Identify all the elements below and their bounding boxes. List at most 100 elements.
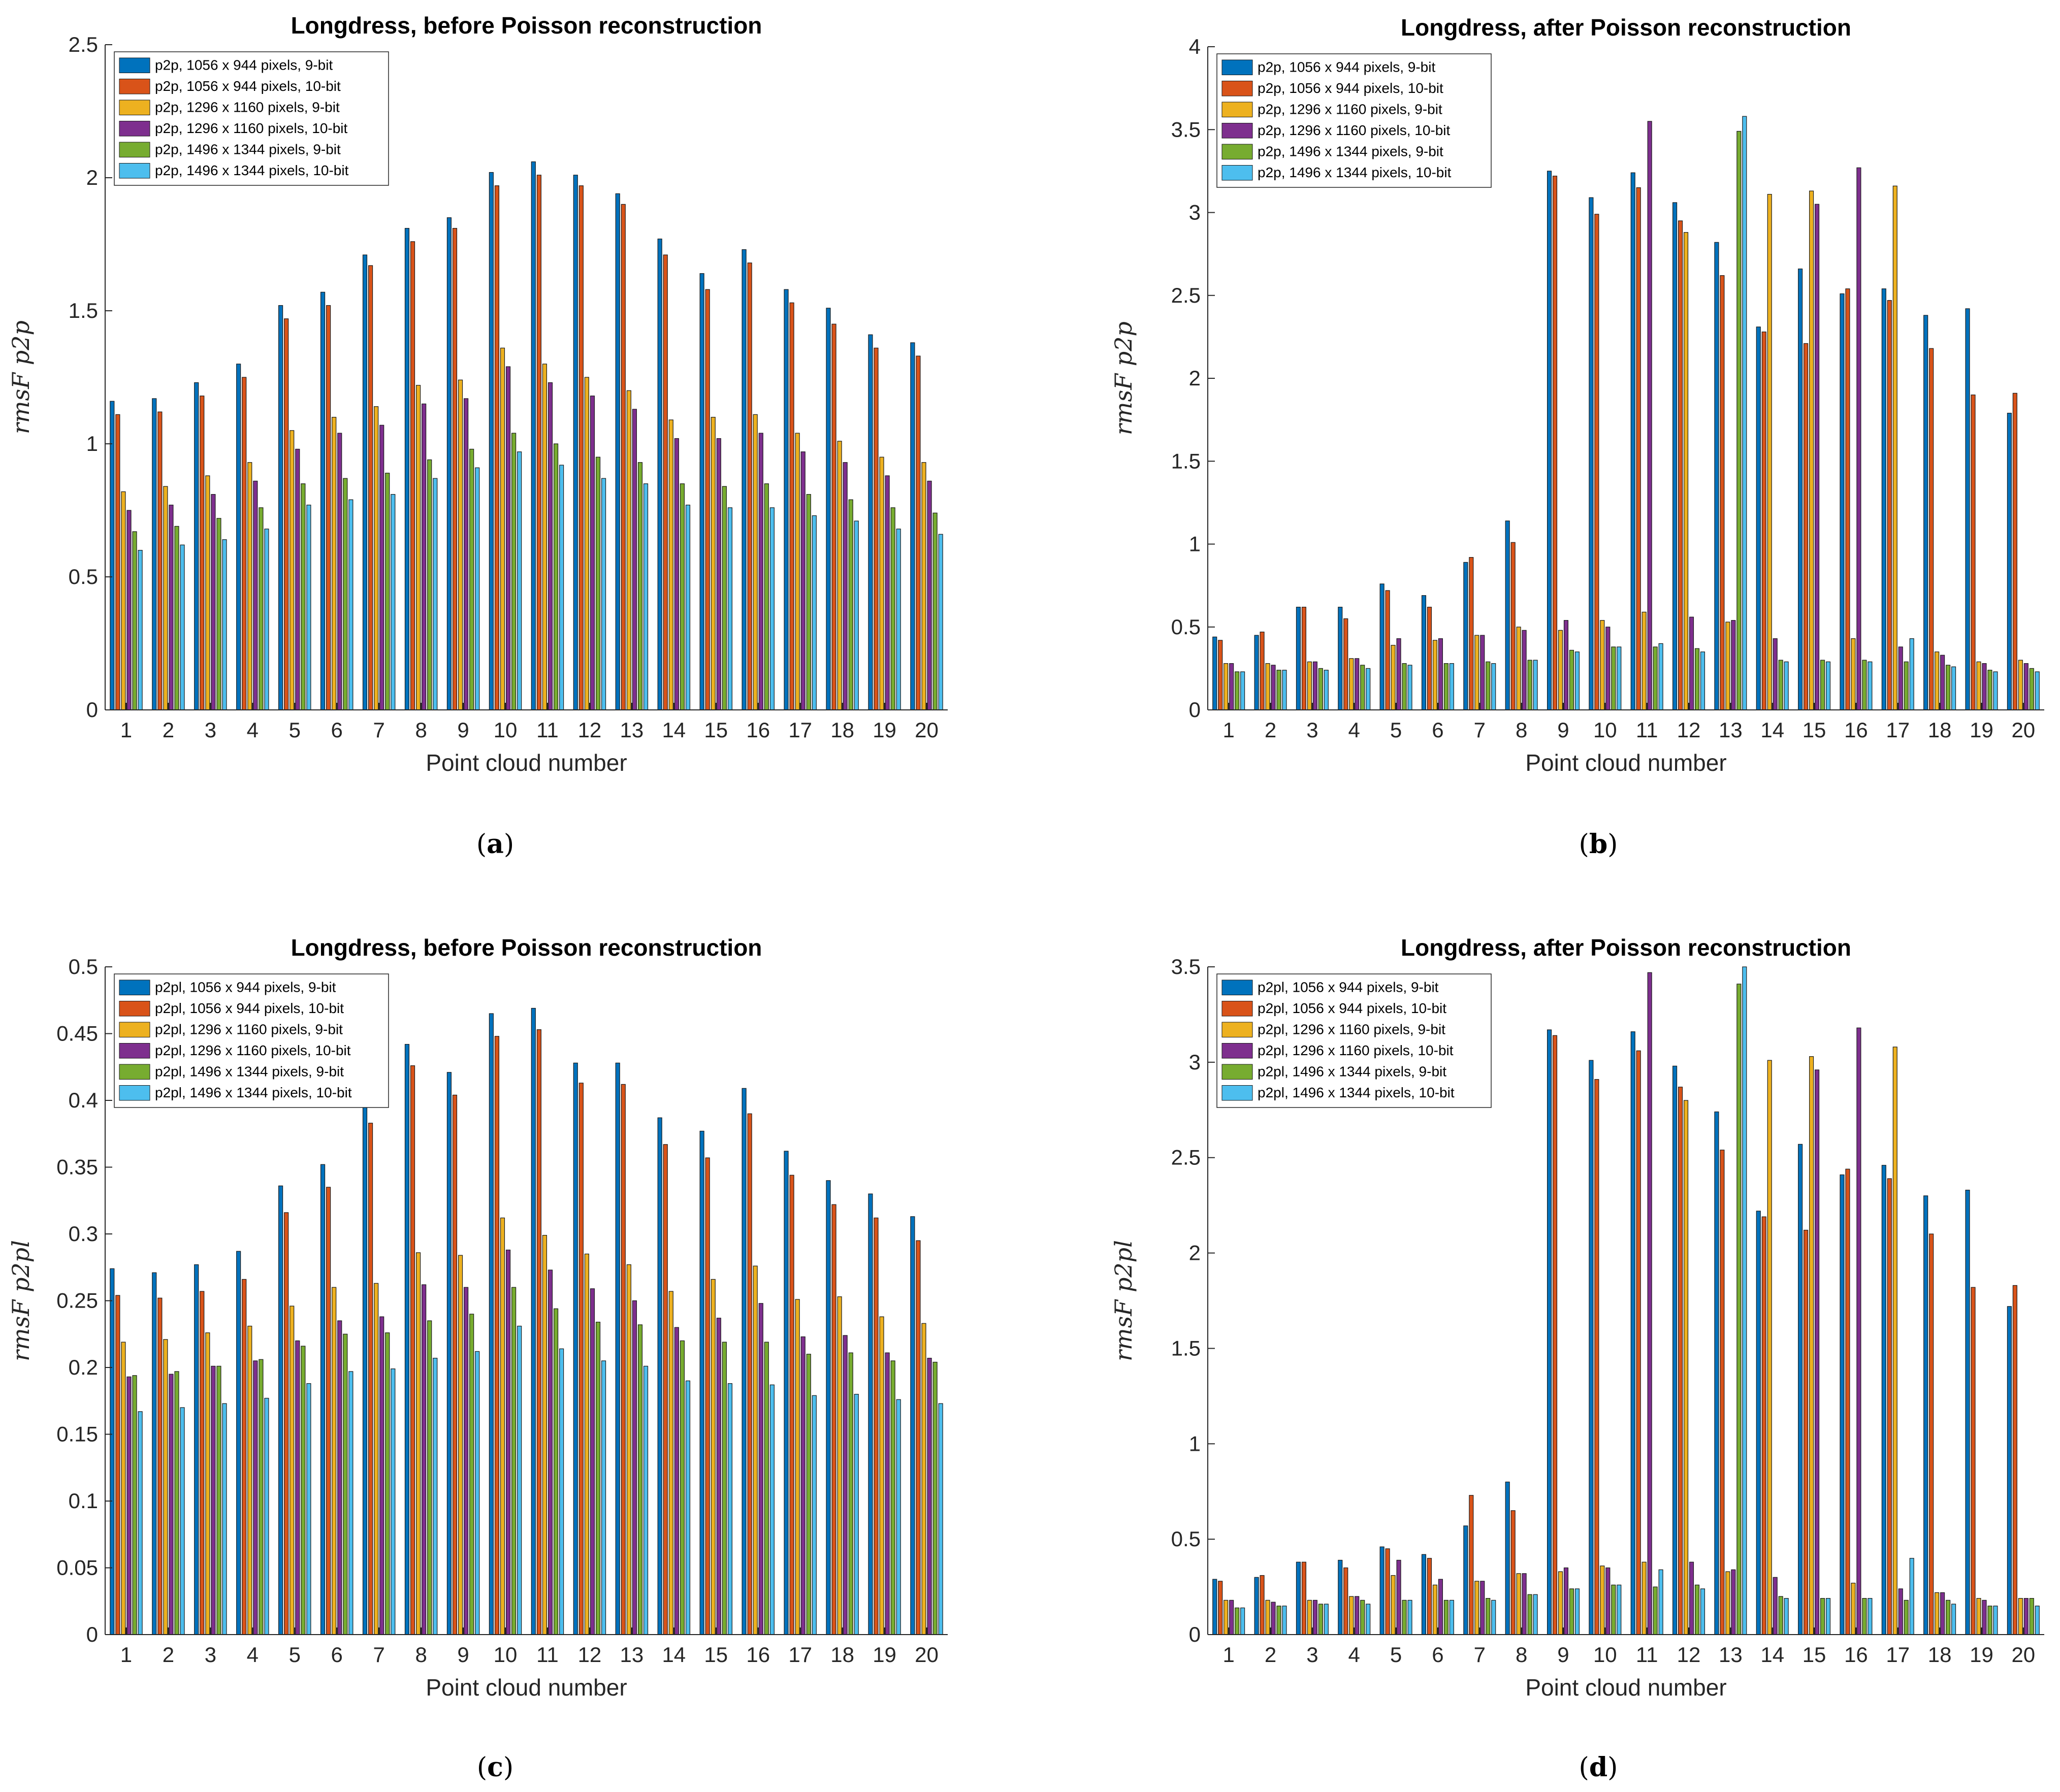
bar: [657, 238, 662, 710]
bar: [1714, 242, 1719, 710]
legend-entry: p2p, 1296 x 1160 pixels, 9-bit: [1258, 102, 1442, 117]
bar: [1658, 643, 1663, 710]
panel-caption: (a): [476, 829, 514, 860]
bar: [621, 204, 626, 710]
bar: [236, 364, 241, 710]
bar: [578, 1083, 584, 1635]
bar: [1600, 620, 1605, 710]
bar: [1552, 176, 1558, 710]
legend: p2p, 1056 x 944 pixels, 9-bit p2p, 1056 x…: [114, 51, 389, 186]
bar: [343, 1333, 348, 1635]
bar: [1647, 972, 1652, 1635]
bar: [132, 1375, 137, 1635]
bar: [916, 355, 921, 710]
bar: [1856, 167, 1861, 710]
bar: [1516, 627, 1521, 710]
bar: [615, 1062, 620, 1635]
bar: [927, 1357, 932, 1635]
bar: [500, 347, 505, 710]
bar: [643, 483, 649, 710]
x-tick-label: 6: [331, 1643, 343, 1667]
legend-swatch: [119, 79, 150, 94]
bar: [1312, 661, 1317, 710]
legend-box: [1216, 53, 1492, 188]
x-tick-label: 1: [1222, 1643, 1234, 1667]
x-tick-label: 19: [873, 718, 896, 742]
bar: [1809, 1056, 1814, 1635]
bar: [464, 398, 469, 710]
bar: [753, 1265, 758, 1635]
legend-entry: p2pl, 1056 x 944 pixels, 9-bit: [155, 980, 336, 995]
bar: [1391, 1575, 1396, 1635]
bar: [699, 1130, 704, 1635]
bar: [932, 1361, 938, 1635]
bar: [1881, 288, 1886, 710]
bar: [1815, 1069, 1820, 1635]
bar: [879, 457, 884, 710]
bar: [1767, 193, 1772, 710]
bar: [1522, 1573, 1527, 1635]
bar: [391, 494, 396, 710]
bar: [1929, 348, 1934, 710]
bar: [194, 1264, 199, 1635]
bar: [1815, 204, 1820, 710]
bar: [404, 1044, 410, 1635]
bar: [374, 1283, 379, 1635]
y-tick-label: 0.45: [56, 1022, 98, 1046]
bar: [1946, 665, 1951, 710]
bar: [837, 1296, 842, 1635]
bar: [1856, 1027, 1861, 1635]
bar: [674, 1327, 679, 1635]
legend-box: [1216, 973, 1492, 1108]
bar: [938, 534, 943, 710]
x-tick-label: 2: [1265, 1643, 1276, 1667]
bar: [826, 1180, 831, 1635]
bar: [1533, 660, 1538, 710]
bar: [1212, 636, 1217, 710]
bar: [831, 323, 836, 710]
y-tick-label: 0: [1189, 1622, 1201, 1646]
bar: [1318, 668, 1323, 710]
y-tick-label: 1.5: [69, 299, 98, 322]
bar: [320, 1164, 326, 1635]
legend-entry: p2pl, 1296 x 1160 pixels, 9-bit: [155, 1022, 343, 1037]
bar: [800, 451, 806, 710]
chart-panel-c: 00.050.10.150.20.250.30.350.40.450.51 2 3 4…: [7, 934, 948, 1783]
bar: [1935, 1592, 1940, 1635]
bar: [433, 478, 438, 710]
bar: [1617, 646, 1622, 710]
bar: [410, 241, 415, 710]
bar: [1778, 660, 1783, 710]
bar: [578, 185, 584, 710]
bar: [511, 1287, 517, 1635]
x-tick-label: 8: [415, 1643, 427, 1667]
x-tick-label: 18: [830, 1643, 854, 1667]
bar: [747, 263, 752, 710]
bar: [236, 1251, 241, 1635]
bar: [685, 504, 691, 710]
x-tick-label: 18: [1928, 1643, 1952, 1667]
bar: [115, 1295, 120, 1635]
bar: [163, 1339, 168, 1635]
bar: [1840, 1174, 1845, 1635]
bar: [1474, 1581, 1479, 1635]
legend-entry: p2pl, 1496 x 1344 pixels, 10-bit: [155, 1085, 352, 1100]
bar: [795, 1299, 800, 1635]
bar: [1761, 1216, 1766, 1635]
bar: [216, 1365, 221, 1635]
x-tick-label: 8: [415, 718, 427, 742]
bar: [1224, 663, 1229, 710]
bar: [848, 1352, 853, 1635]
x-tick-label: 1: [1222, 718, 1234, 742]
legend-entry: p2p, 1056 x 944 pixels, 9-bit: [1258, 59, 1435, 75]
bar: [1594, 214, 1599, 710]
bar: [632, 409, 637, 710]
chart-panel-d: 00.511.522.533.51 2 3 4 5 6 7 8 9 10 11 12 13 14 15 16 1…: [1110, 934, 2044, 1783]
bar: [1909, 638, 1914, 710]
bar: [910, 1216, 915, 1635]
y-tick-label: 0.3: [69, 1222, 98, 1246]
bar: [1360, 665, 1365, 710]
bar: [180, 544, 185, 710]
y-tick-label: 1.5: [1171, 1336, 1201, 1360]
x-tick-label: 11: [1636, 718, 1658, 742]
